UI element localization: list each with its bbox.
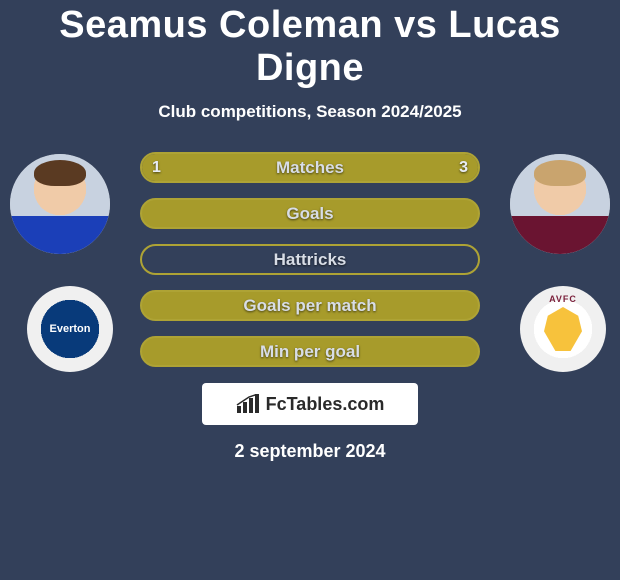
- page-title: Seamus Coleman vs Lucas Digne: [0, 0, 620, 90]
- bar-label: Goals: [140, 198, 480, 229]
- bar-row: Matches1 3: [140, 152, 480, 183]
- player-right-avatar: [510, 154, 610, 254]
- bar-row: Goals: [140, 198, 480, 229]
- club-left-label: Everton: [50, 323, 91, 335]
- bar-label: Min per goal: [140, 336, 480, 367]
- bar-value-right: 3: [447, 152, 480, 183]
- attribution-text: FcTables.com: [266, 394, 385, 415]
- club-right-crest: AVFC: [520, 286, 606, 372]
- bar-row: Min per goal: [140, 336, 480, 367]
- date-label: 2 september 2024: [0, 441, 620, 462]
- bar-label: Matches: [140, 152, 480, 183]
- bar-row: Goals per match: [140, 290, 480, 321]
- player-left-avatar: [10, 154, 110, 254]
- bar-row: Hattricks: [140, 244, 480, 275]
- bars-container: Matches1 3 Goals Hattricks Goals per match Mi…: [140, 152, 480, 367]
- bar-value-left: 1: [140, 152, 173, 183]
- subtitle: Club competitions, Season 2024/2025: [0, 102, 620, 122]
- attribution-badge: FcTables.com: [202, 383, 418, 425]
- bar-label: Goals per match: [140, 290, 480, 321]
- bar-label: Hattricks: [140, 244, 480, 275]
- comparison-chart: Everton AVFC Matches1 3 Goals Hattricks Goal…: [0, 152, 620, 462]
- bars-icon: [236, 394, 262, 414]
- club-left-crest: Everton: [27, 286, 113, 372]
